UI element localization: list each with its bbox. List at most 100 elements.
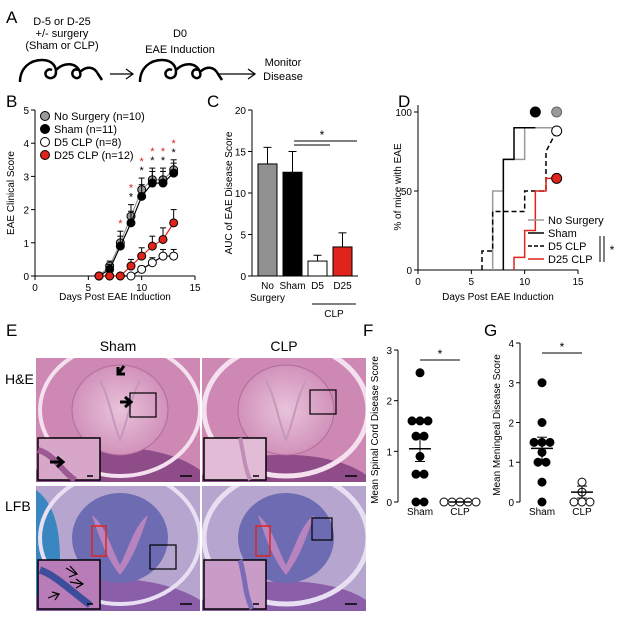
bar <box>257 163 278 277</box>
data-point <box>158 251 168 261</box>
data-point <box>411 469 421 479</box>
data-point <box>126 261 136 271</box>
end-marker <box>551 172 563 184</box>
incidence-chart: Days Post EAE Induction % of mice with E… <box>393 105 615 303</box>
data-point <box>419 469 429 479</box>
significance-star: * <box>172 147 177 159</box>
micrograph-lfb-clp <box>202 486 366 611</box>
end-marker <box>529 106 541 118</box>
y-tick-label: 1 <box>23 239 29 250</box>
significance-star: * <box>438 347 443 361</box>
bar <box>282 171 303 277</box>
y-tick-label: 2 <box>23 206 29 217</box>
y-tick-label: 0 <box>240 272 246 283</box>
panel-label-e: E <box>6 321 17 340</box>
data-point <box>537 497 547 507</box>
y-tick-label: 1 <box>508 458 514 469</box>
data-point <box>137 251 147 261</box>
significance-star: * <box>610 243 615 257</box>
end-marker <box>551 125 563 137</box>
micrograph-he-clp <box>202 358 366 482</box>
eae-induction-text: EAE Induction <box>145 44 215 56</box>
y-axis-label: % of mice with EAE <box>393 143 404 231</box>
data-point <box>541 457 551 467</box>
col-label-sham: Sham <box>100 338 137 354</box>
panel-label-d: D <box>398 92 410 111</box>
y-axis-label: Mean Meningeal Disease Score <box>492 354 503 496</box>
legend-label: Sham (n=11) <box>54 124 117 136</box>
series-line <box>502 127 536 270</box>
significance-star: * <box>140 165 145 177</box>
x-tick-label: 0 <box>415 277 421 288</box>
data-point <box>158 234 168 244</box>
data-point <box>545 437 555 447</box>
surgery-text-1: D-5 or D-25 <box>33 16 90 28</box>
spinal-cord-score-chart: Mean Spinal Cord Disease Score 0 1 2 3 Sham C… <box>370 346 481 518</box>
mouse-icon-2 <box>138 58 224 83</box>
data-point <box>537 378 547 388</box>
x-axis-label: Days Post EAE Induction <box>442 292 554 303</box>
significance-star: * <box>129 183 134 195</box>
data-point <box>415 368 425 378</box>
legend-label: No Surgery <box>548 215 604 227</box>
y-tick-label: 2 <box>386 397 392 408</box>
panel-label-a: A <box>6 8 18 27</box>
col-label-clp: CLP <box>270 338 297 354</box>
significance-star: * <box>161 146 166 158</box>
micrograph-lfb-sham <box>36 486 200 611</box>
significance-star: * <box>118 218 123 230</box>
y-tick-label: 50 <box>401 187 413 198</box>
legend-label: D5 CLP (n=8) <box>54 137 121 149</box>
y-tick-label: 15 <box>235 148 247 159</box>
data-point <box>537 477 547 487</box>
data-point <box>169 218 179 228</box>
data-point <box>126 218 136 228</box>
y-tick-label: 0 <box>386 498 392 509</box>
legend-marker <box>40 137 50 147</box>
data-point <box>569 497 579 507</box>
surgery-text-3: (Sham or CLP) <box>25 40 98 52</box>
y-tick-label: 3 <box>386 346 392 357</box>
data-point <box>585 497 595 507</box>
y-tick-label: 0 <box>23 272 29 283</box>
category-label: Sham <box>279 281 305 292</box>
data-point <box>471 497 481 507</box>
y-tick-label: 10 <box>235 189 247 200</box>
x-tick-label: 10 <box>136 283 148 294</box>
x-tick-label: 5 <box>86 283 92 294</box>
bar <box>332 246 353 277</box>
meningeal-score-chart: Mean Meningeal Disease Score 0 1 2 3 4 Sham CL… <box>492 339 595 518</box>
data-point <box>577 497 587 507</box>
row-label-lfb: LFB <box>5 498 31 514</box>
data-point <box>105 271 115 281</box>
arrow-1 <box>110 68 135 80</box>
significance-star: * <box>320 128 325 142</box>
data-point <box>137 191 147 201</box>
data-point <box>529 437 539 447</box>
data-point <box>169 168 179 178</box>
category-label: No <box>261 281 274 292</box>
y-tick-label: 3 <box>23 172 29 183</box>
clinical-score-chart: Days Post EAE Induction EAE Clinical Sco… <box>6 106 201 303</box>
histology-panel: Sham CLP H&E LFB <box>5 338 366 611</box>
significance-star: * <box>150 155 155 167</box>
y-axis-label: AUC of EAE Disease Score <box>224 131 235 254</box>
panel-label-c: C <box>207 92 219 111</box>
data-point <box>137 264 147 274</box>
auc-bar-chart: AUC of EAE Disease Score CLP * 0 5 10 15 20 N… <box>224 106 358 320</box>
x-tick-label: 15 <box>189 283 201 294</box>
x-tick-label: 15 <box>572 277 584 288</box>
significance-star: * <box>560 340 565 354</box>
legend-marker <box>40 150 50 160</box>
bar <box>307 260 328 277</box>
y-tick-label: 2 <box>508 419 514 430</box>
panel-label-b: B <box>6 92 17 111</box>
data-point <box>577 477 587 487</box>
day0-text: D0 <box>173 28 187 40</box>
panel-label-f: F <box>363 321 373 340</box>
significance-star: * <box>172 138 177 150</box>
x-tick-label: 0 <box>32 283 38 294</box>
micrograph-he-sham <box>36 358 200 482</box>
data-point <box>158 178 168 188</box>
legend-label: D5 CLP <box>548 241 587 253</box>
